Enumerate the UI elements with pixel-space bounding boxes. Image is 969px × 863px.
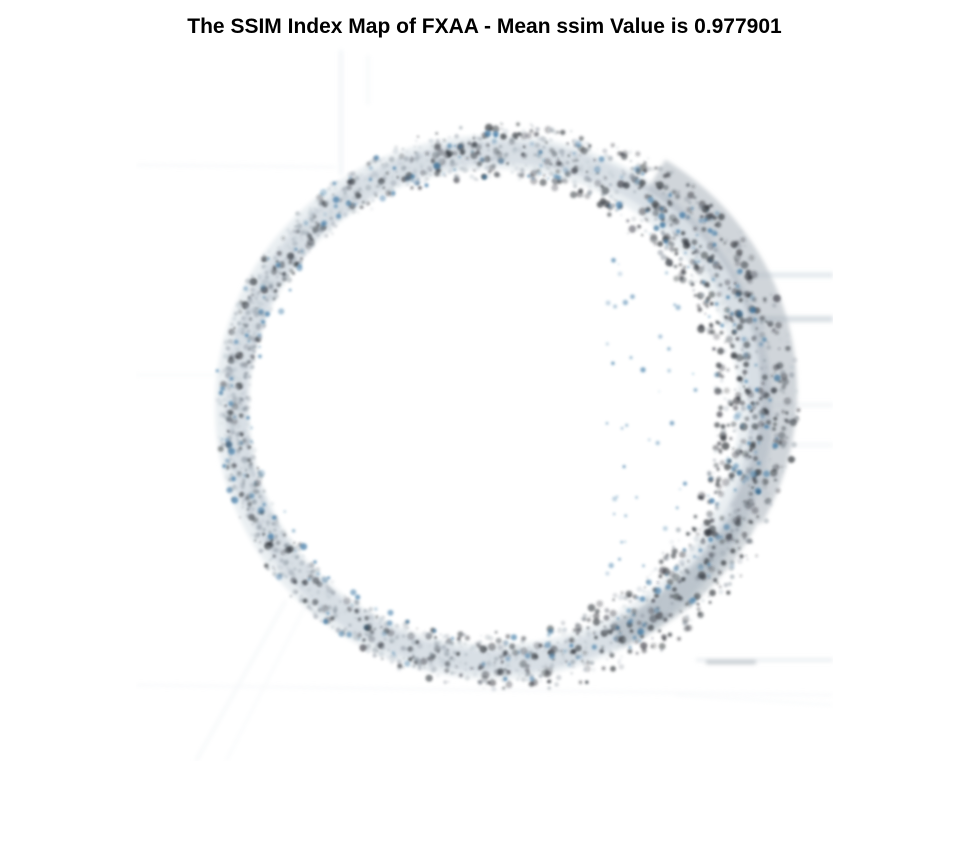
ring-speckles (215, 122, 801, 692)
ssim-map-image (136, 45, 833, 761)
ring-blue-dots (215, 130, 781, 682)
figure-title: The SSIM Index Map of FXAA - Mean ssim V… (187, 15, 782, 38)
ssim-map-graphic (136, 50, 833, 761)
